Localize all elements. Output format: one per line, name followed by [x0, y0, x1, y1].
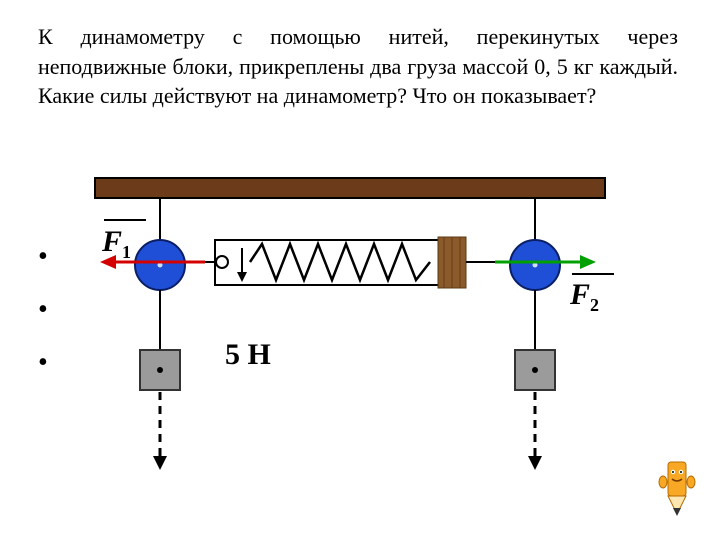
- force-label-f2: F2: [570, 278, 599, 316]
- physics-diagram: [0, 170, 720, 530]
- pencil-mascot-icon: [654, 454, 700, 520]
- problem-statement: К динамометру с помощью нитей, перекинут…: [38, 22, 678, 111]
- ceiling-bar: [95, 178, 605, 198]
- dynamometer-reading: 5 Н: [225, 338, 271, 372]
- force-label-f1: F1: [102, 225, 131, 263]
- dynamometer-body: [215, 240, 440, 285]
